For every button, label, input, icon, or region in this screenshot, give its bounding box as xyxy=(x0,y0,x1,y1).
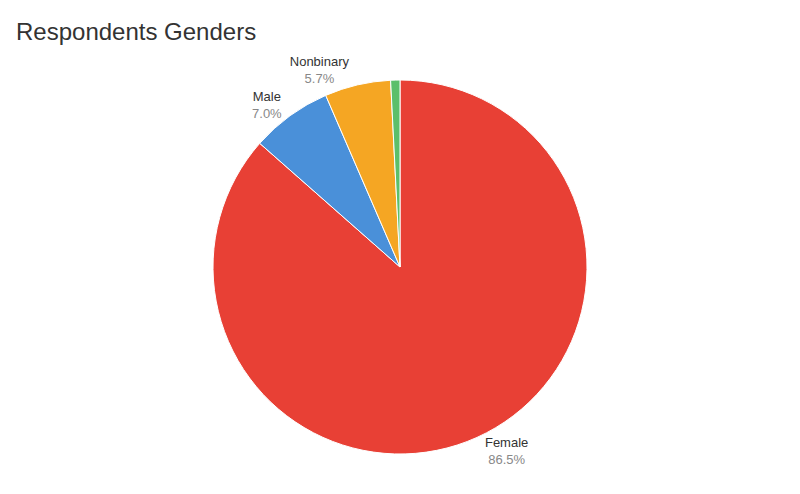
svg-text:Nonbinary5.7%: Nonbinary5.7% xyxy=(290,54,350,86)
svg-text:Respondents Genders: Respondents Genders xyxy=(16,18,256,45)
svg-text:Female86.5%: Female86.5% xyxy=(485,435,528,467)
svg-text:Male7.0%: Male7.0% xyxy=(252,89,282,121)
